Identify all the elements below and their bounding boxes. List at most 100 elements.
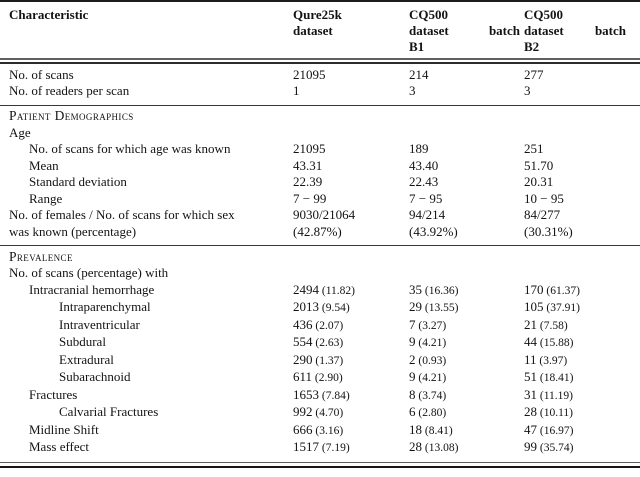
cell-value: 9 (4.21) <box>409 369 447 385</box>
row-label: No. of scans for which age was known <box>29 141 231 157</box>
cell-value: 1517 (7.19) <box>293 439 350 455</box>
section-heading: Patient Demographics <box>9 108 134 124</box>
table-row: Midline Shift 666 (3.16) 18 (8.41) 47 (16.9… <box>0 422 640 440</box>
table-row: Extradural 290 (1.37) 2 (0.93) 11 (3.97) <box>0 352 640 370</box>
row-label: Calvarial Fractures <box>59 404 159 420</box>
cell-value: 43.31 <box>293 157 323 173</box>
cell-value: 3 <box>524 83 531 99</box>
cell-value: 7 − 95 <box>409 190 443 206</box>
table-header-row: Characteristic Qure25k dataset CQ500 dat… <box>0 2 640 58</box>
cell-value <box>524 108 640 125</box>
cell-value <box>293 249 409 266</box>
table-body: No. of scans 21095 214 277 No. of readers pe… <box>0 64 640 462</box>
header-characteristic: Characteristic <box>9 7 89 23</box>
cell-value: 51 (18.41) <box>524 369 574 385</box>
row-label: Intraparenchymal <box>59 299 151 315</box>
cell-value <box>524 125 640 142</box>
table-row: No. of readers per scan 1 3 3 <box>0 83 640 100</box>
section-heading: Prevalence <box>9 248 73 264</box>
table-row: No. of scans (percentage) with <box>0 265 640 282</box>
cell-value: 8 (3.74) <box>409 386 447 402</box>
cell-value: 436 (2.07) <box>293 316 344 332</box>
cell-value: 105 (37.91) <box>524 299 580 315</box>
row-label: No. of females / No. of scans for which … <box>9 207 235 239</box>
cell-value: 214 <box>409 66 429 82</box>
cell-value: 22.39 <box>293 174 323 190</box>
cell-value: 170 (61.37) <box>524 281 580 297</box>
cell-value <box>409 125 524 142</box>
cell-value: 84/277 (30.31%) <box>524 207 573 239</box>
table-row: Intraventricular 436 (2.07) 7 (3.27) 21 (7.… <box>0 317 640 335</box>
row-label: No. of readers per scan <box>9 83 130 99</box>
header-line: CQ500 <box>524 7 563 23</box>
header-line: dataset <box>293 23 333 39</box>
row-label: No. of scans <box>9 66 74 82</box>
row-label: Subdural <box>59 334 106 350</box>
cell-value: 3 <box>409 83 416 99</box>
row-label: Midline Shift <box>29 421 99 437</box>
table-section: Prevalence No. of scans (percentage) with… <box>0 245 640 462</box>
row-label: Extradural <box>59 351 114 367</box>
header-line: dataset batch <box>409 23 520 39</box>
header-line: B1 <box>409 39 425 55</box>
table-row: Intracranial hemorrhage 2494 (11.82) 35 (1… <box>0 282 640 300</box>
cell-value: 94/214 (43.92%) <box>409 207 458 239</box>
cell-value: 9 (4.21) <box>409 334 447 350</box>
cell-value: 43.40 <box>409 157 439 173</box>
cell-value: 2 (0.93) <box>409 351 447 367</box>
cell-value <box>409 265 524 282</box>
table-row: Range 7 − 99 7 − 95 10 − 95 <box>0 191 640 208</box>
header-line: dataset batch <box>524 23 626 39</box>
cell-value: 28 (13.08) <box>409 439 459 455</box>
cell-value: 44 (15.88) <box>524 334 574 350</box>
cell-value: 7 (3.27) <box>409 316 447 332</box>
cell-value: 2013 (9.54) <box>293 299 350 315</box>
cell-value: 20.31 <box>524 174 554 190</box>
row-label: Intracranial hemorrhage <box>29 281 155 297</box>
row-label: Standard deviation <box>29 174 127 190</box>
header-col-cq500-b2: CQ500 dataset batch B2 <box>524 7 640 55</box>
table-row: Mass effect 1517 (7.19) 28 (13.08) 99 (35.7… <box>0 439 640 457</box>
cell-value: 611 (2.90) <box>293 369 343 385</box>
section-heading-row: Prevalence <box>0 249 640 266</box>
cell-value: 35 (16.36) <box>409 281 459 297</box>
table-row: Subdural 554 (2.63) 9 (4.21) 44 (15.88) <box>0 334 640 352</box>
row-label: Mean <box>29 157 59 173</box>
table-row: Fractures 1653 (7.84) 8 (3.74) 31 (11.19) <box>0 387 640 405</box>
row-label: Age <box>9 124 31 140</box>
cell-value: 99 (35.74) <box>524 439 574 455</box>
table-row: No. of females / No. of scans for which … <box>0 207 640 240</box>
header-word: batch <box>594 23 626 39</box>
table-row: Intraparenchymal 2013 (9.54) 29 (13.55) 105… <box>0 299 640 317</box>
header-line: CQ500 <box>409 7 448 23</box>
row-label: Mass effect <box>29 439 90 455</box>
cell-value: 277 <box>524 66 544 82</box>
row-label: Fractures <box>29 386 78 402</box>
cell-value: 6 (2.80) <box>409 404 447 420</box>
header-col-cq500-b1: CQ500 dataset batch B1 <box>409 7 524 55</box>
cell-value <box>524 265 640 282</box>
cell-value: 1 <box>293 83 300 99</box>
cell-value: 11 (3.97) <box>524 351 568 367</box>
table-row: No. of scans 21095 214 277 <box>0 67 640 84</box>
cell-value: 29 (13.55) <box>409 299 459 315</box>
cell-value: 21095 <box>293 141 326 157</box>
header-separator-rule <box>0 58 640 65</box>
cell-value: 2494 (11.82) <box>293 281 355 297</box>
section-heading-row: Patient Demographics <box>0 108 640 125</box>
header-word: batch <box>488 23 520 39</box>
cell-value: 10 − 95 <box>524 190 564 206</box>
header-line: Qure25k <box>293 7 342 23</box>
table-row: Age <box>0 125 640 142</box>
table-row: Standard deviation 22.39 22.43 20.31 <box>0 174 640 191</box>
header-col-qure25k: Qure25k dataset <box>293 7 409 55</box>
cell-value <box>293 265 409 282</box>
cell-value: 7 − 99 <box>293 190 327 206</box>
table-section: Patient Demographics Age No. of scans for … <box>0 104 640 246</box>
cell-value: 189 <box>409 141 429 157</box>
header-line: B2 <box>524 39 540 55</box>
cell-value <box>524 249 640 266</box>
cell-value: 1653 (7.84) <box>293 386 350 402</box>
cell-value <box>409 249 524 266</box>
